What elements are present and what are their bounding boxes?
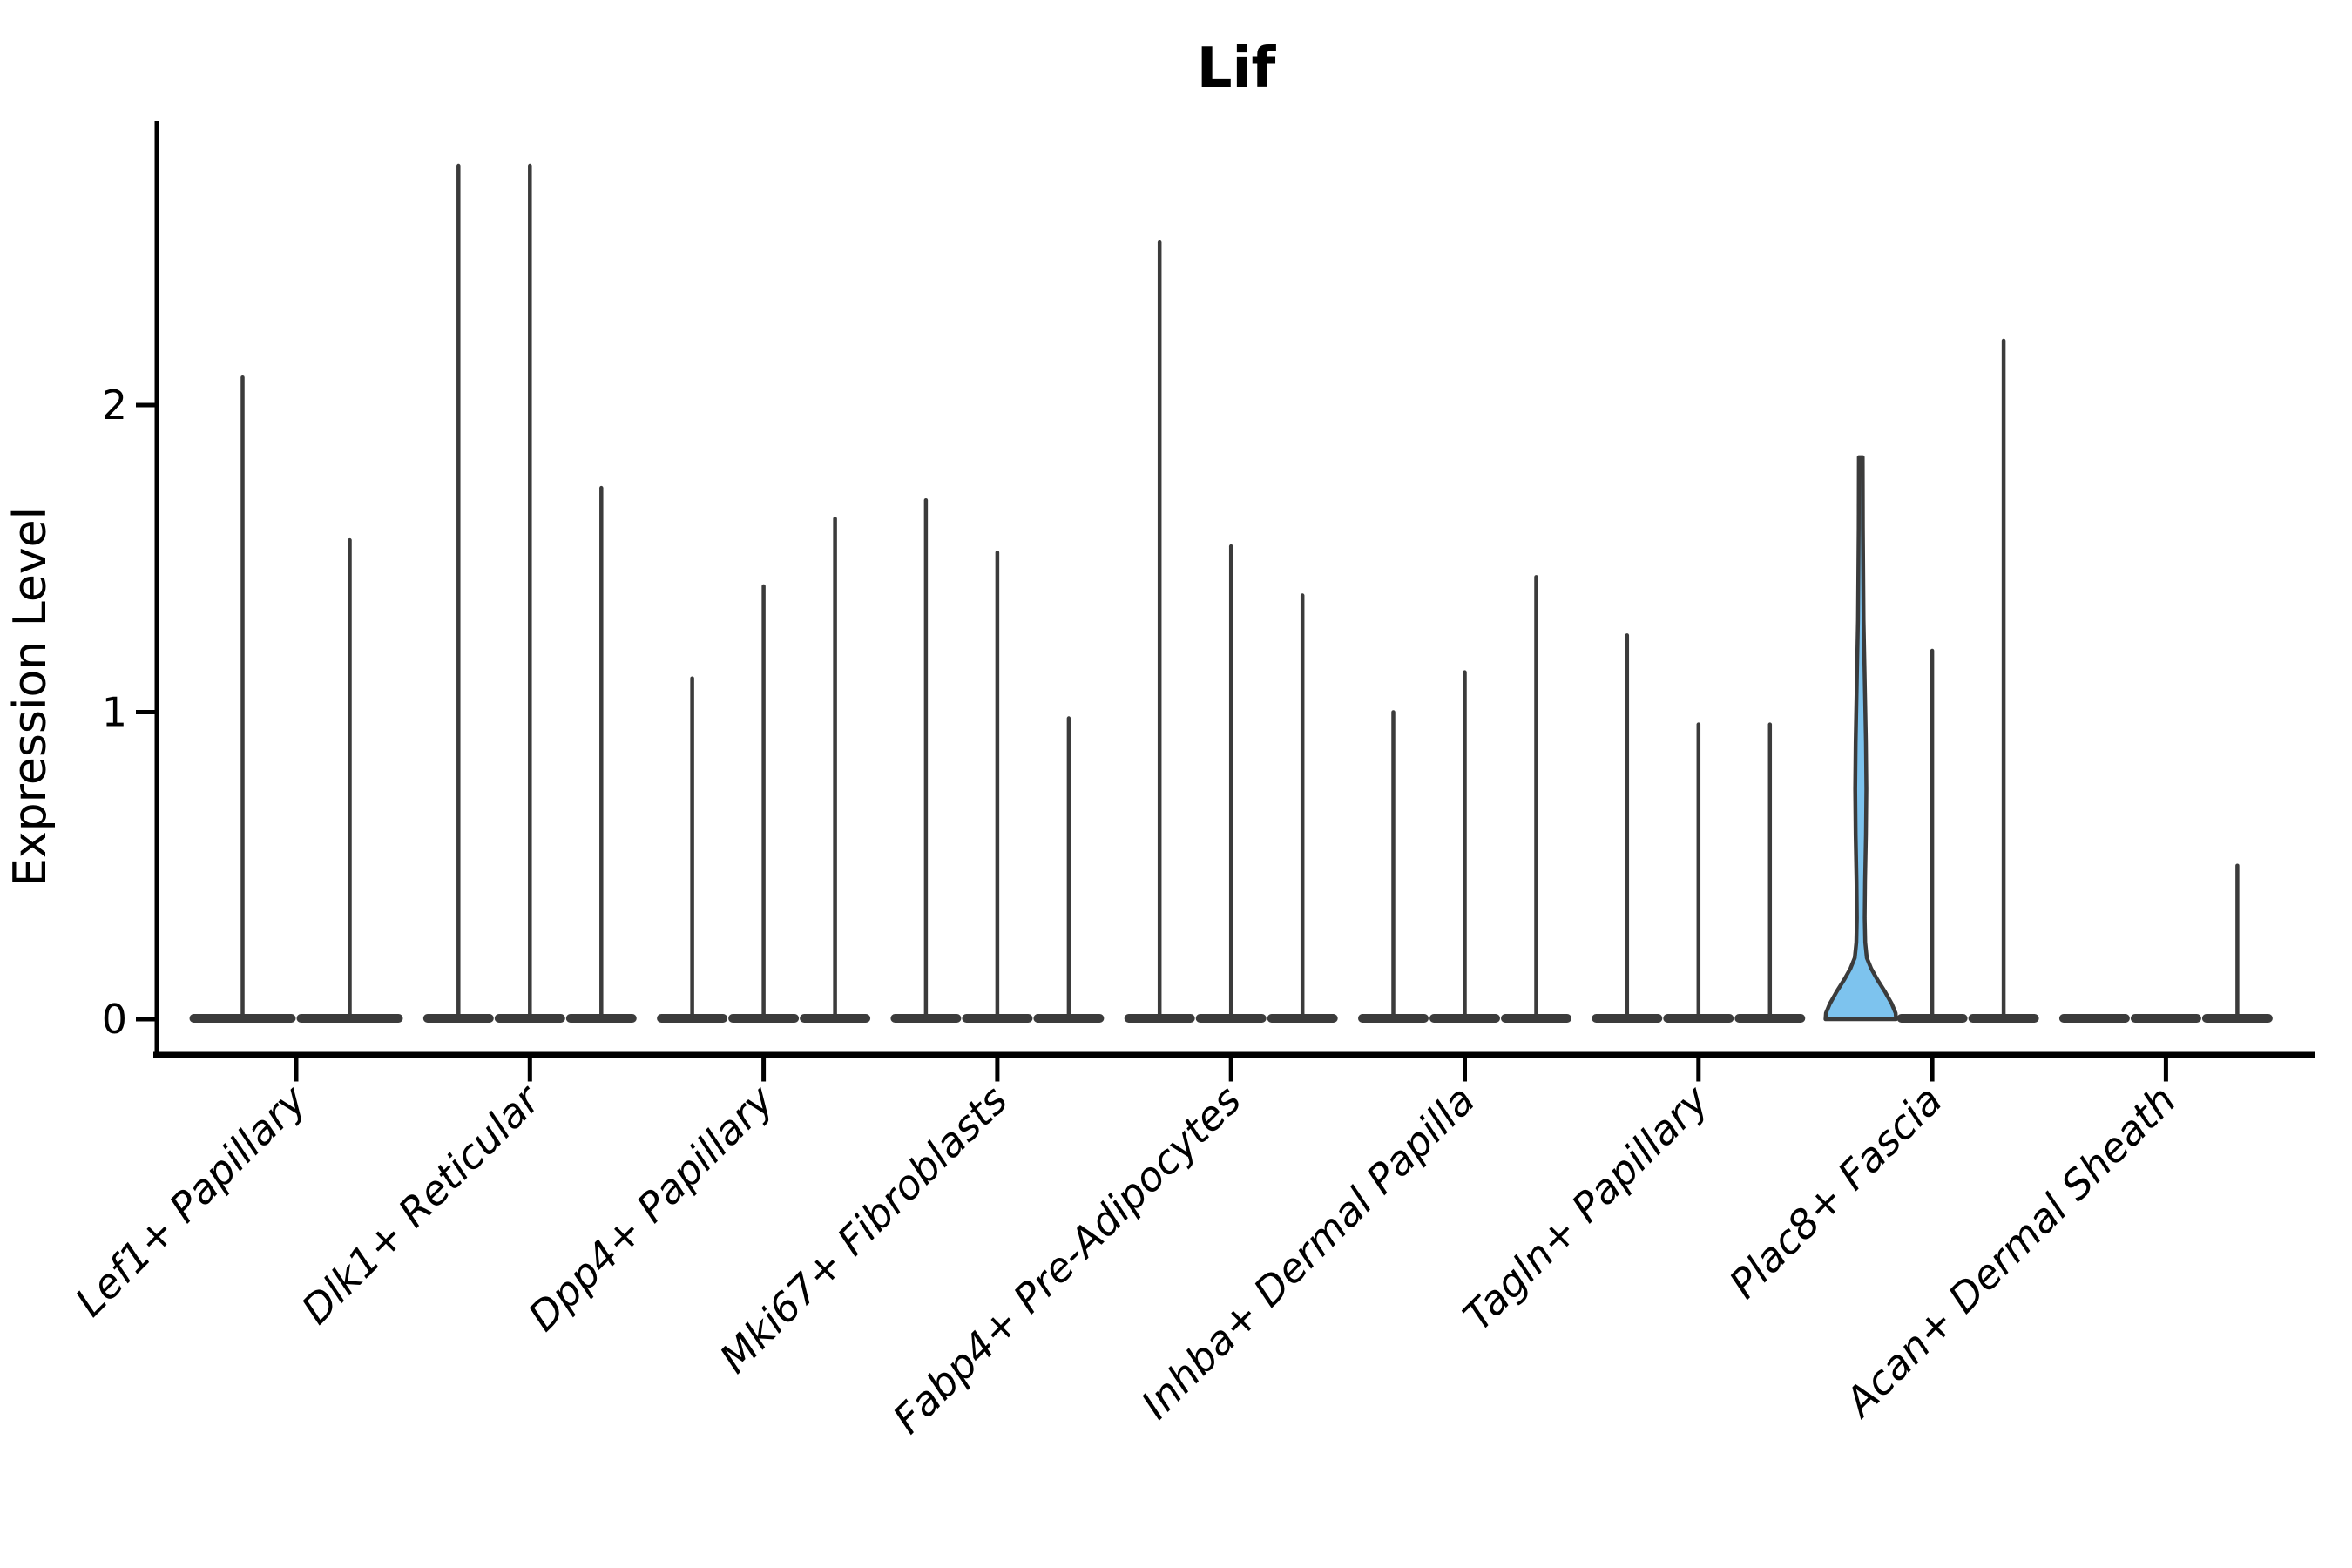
violin-base [2058, 1014, 2130, 1023]
violin-highlighted [1823, 455, 1898, 1022]
y-tick-label: 0 [102, 996, 127, 1043]
x-tick-label: Dpp4+ Papillary [519, 1076, 783, 1340]
violin-base [2130, 1014, 2201, 1023]
y-tick-label: 1 [102, 689, 127, 736]
axes [136, 121, 2315, 1082]
y-tick-label: 2 [102, 382, 127, 429]
plot-title: Lif [1197, 37, 1277, 101]
y-axis-label: Expression Level [4, 507, 57, 887]
x-tick-label: Plac8+ Fascia [1720, 1077, 1950, 1308]
violin-series [189, 163, 2273, 1023]
x-tick-label: Lef1+ Papillary [66, 1076, 315, 1325]
x-tick-label: Tagln+ Papillary [1454, 1076, 1718, 1340]
x-tick-label: Dlk1+ Reticular [292, 1074, 551, 1333]
y-tick-labels: 0 1 2 [102, 382, 127, 1043]
